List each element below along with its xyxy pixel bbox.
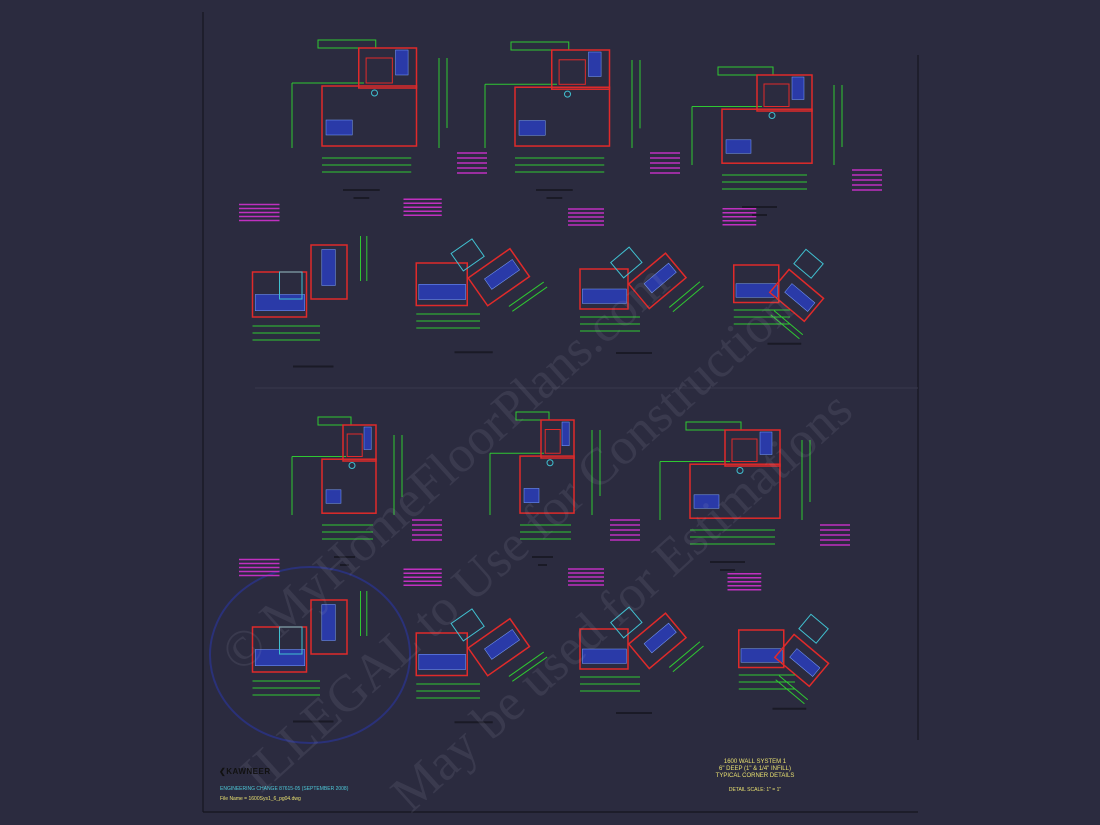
glass-infill bbox=[789, 648, 821, 677]
glass-infill bbox=[418, 284, 466, 300]
corner-detail bbox=[691, 66, 882, 216]
kawneer-logo-mark-icon: ❮ bbox=[219, 767, 227, 776]
glass-infill bbox=[582, 288, 627, 304]
glass-infill bbox=[740, 648, 783, 663]
title-line1: 1600 WALL SYSTEM 1 bbox=[723, 759, 787, 765]
angled-corner-detail bbox=[403, 568, 548, 724]
angled-corner-detail bbox=[239, 558, 368, 723]
glass-infill bbox=[693, 494, 720, 509]
title-line3: TYPICAL CORNER DETAILS bbox=[715, 773, 795, 779]
glass-infill bbox=[791, 76, 805, 100]
angled-corner-detail bbox=[722, 208, 825, 345]
glass-infill bbox=[582, 648, 627, 664]
angled-corner-detail bbox=[727, 573, 830, 710]
glass-infill bbox=[321, 604, 336, 641]
glass-infill bbox=[735, 283, 778, 298]
glass-infill bbox=[321, 249, 336, 286]
glass-infill bbox=[484, 629, 520, 660]
angled-corner-detail bbox=[568, 568, 704, 714]
logo-text: KAWNEER bbox=[226, 767, 271, 776]
glass-infill bbox=[325, 119, 353, 136]
glass-infill bbox=[363, 426, 372, 450]
glass-infill bbox=[325, 489, 342, 504]
angled-corner-detail bbox=[403, 198, 548, 354]
corner-detail bbox=[291, 416, 442, 566]
angled-corner-detail bbox=[239, 203, 368, 368]
detail-scale: DETAIL SCALE: 1" = 1" bbox=[728, 787, 782, 793]
sheet-border bbox=[202, 12, 919, 813]
glass-infill bbox=[643, 622, 677, 654]
angled-corner-detail bbox=[568, 208, 704, 354]
corner-detail bbox=[291, 39, 487, 199]
glass-infill bbox=[523, 488, 540, 503]
glass-infill bbox=[418, 654, 466, 670]
glass-infill bbox=[725, 139, 752, 154]
glass-infill bbox=[588, 51, 602, 77]
glass-infill bbox=[759, 431, 773, 455]
title-line2: 6" DEEP (1" & 1/4" INFILL) bbox=[719, 766, 791, 772]
corner-detail bbox=[489, 411, 640, 566]
glass-infill bbox=[643, 262, 677, 294]
corner-detail bbox=[659, 421, 850, 571]
file-name: File Name = 1600Sys1_6_pg04.dwg bbox=[220, 796, 301, 802]
glass-infill bbox=[518, 120, 546, 136]
engineering-change: ENGINEERING CHANGE 87615-05 (SEPTEMBER 2… bbox=[220, 786, 349, 792]
glass-infill bbox=[561, 421, 570, 446]
glass-infill bbox=[395, 49, 409, 76]
highlight-circle bbox=[209, 566, 411, 744]
corner-detail bbox=[484, 41, 680, 199]
glass-infill bbox=[784, 283, 816, 312]
glass-infill bbox=[484, 259, 520, 290]
kawneer-logo: ❮KAWNEER bbox=[219, 768, 271, 776]
